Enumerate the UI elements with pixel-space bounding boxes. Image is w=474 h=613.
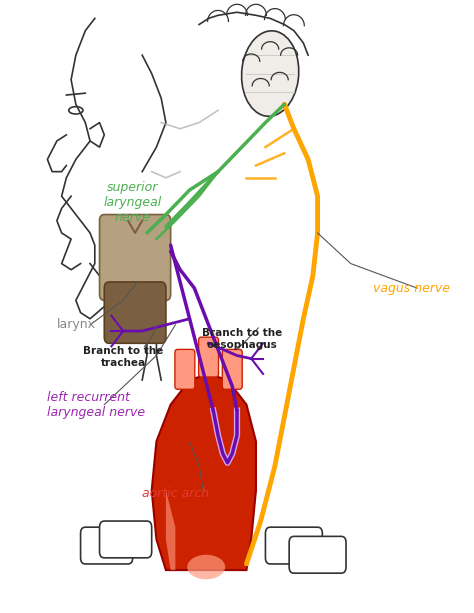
FancyBboxPatch shape — [175, 349, 195, 389]
Polygon shape — [152, 374, 256, 570]
FancyBboxPatch shape — [222, 349, 242, 389]
Text: vagus nerve: vagus nerve — [373, 281, 450, 295]
Polygon shape — [166, 490, 175, 570]
Text: aortic arch: aortic arch — [142, 487, 209, 500]
Text: Branch to the
trachea: Branch to the trachea — [83, 346, 164, 368]
Text: left recurrent
laryngeal nerve: left recurrent laryngeal nerve — [47, 390, 146, 419]
FancyBboxPatch shape — [265, 527, 322, 564]
FancyBboxPatch shape — [100, 215, 171, 300]
FancyBboxPatch shape — [104, 282, 166, 343]
FancyBboxPatch shape — [100, 521, 152, 558]
Text: Branch to the
oesophagus: Branch to the oesophagus — [201, 328, 282, 349]
Ellipse shape — [242, 31, 299, 116]
Text: larynx: larynx — [57, 318, 96, 332]
Ellipse shape — [187, 555, 225, 579]
FancyBboxPatch shape — [289, 536, 346, 573]
FancyBboxPatch shape — [199, 337, 219, 377]
Text: superior
laryngeal
nerve: superior laryngeal nerve — [104, 181, 162, 224]
FancyBboxPatch shape — [81, 527, 133, 564]
